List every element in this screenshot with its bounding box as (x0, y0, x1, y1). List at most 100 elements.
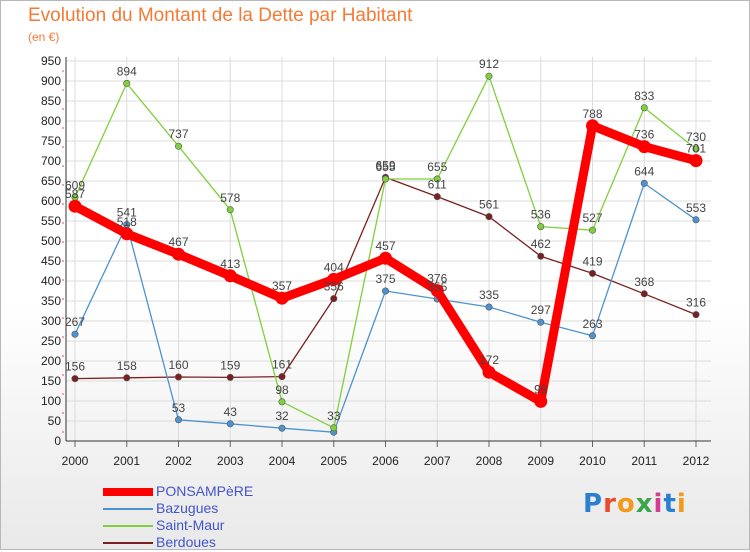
data-label: 518 (117, 215, 137, 229)
data-point (226, 420, 234, 428)
data-point (430, 284, 444, 298)
data-label: 376 (427, 272, 447, 286)
data-point (223, 269, 237, 283)
y-tick-label: 450 (41, 254, 61, 268)
data-label: 375 (375, 272, 395, 286)
legend-label: Berdoues (156, 534, 216, 550)
data-label: 736 (634, 128, 654, 142)
data-point (692, 145, 700, 153)
x-tick-label: 2009 (527, 454, 554, 468)
data-label: 912 (479, 57, 499, 71)
legend-swatch (103, 508, 153, 510)
data-label: 404 (324, 260, 344, 274)
data-point (692, 311, 700, 319)
legend-swatch (103, 542, 153, 544)
data-label: 701 (686, 142, 706, 156)
unit-label: (en €) (28, 30, 60, 44)
data-label: 172 (479, 353, 499, 367)
legend-label: PONSAMPèRE (156, 483, 254, 499)
data-label: 159 (220, 358, 240, 372)
x-tick-label: 2007 (424, 454, 451, 468)
data-point (537, 318, 545, 326)
data-point (485, 213, 493, 221)
data-label: 553 (686, 201, 706, 215)
data-label: 368 (634, 275, 654, 289)
data-point (68, 199, 82, 213)
y-tick-label: 800 (41, 114, 61, 128)
data-label: 53 (172, 401, 186, 415)
x-tick-label: 2008 (476, 454, 503, 468)
x-tick-label: 2012 (683, 454, 710, 468)
data-point (588, 332, 596, 340)
data-label: 33 (327, 409, 341, 423)
logo-letter: x (635, 489, 654, 519)
data-label: 462 (531, 237, 551, 251)
data-label: 413 (220, 257, 240, 271)
data-point (692, 216, 700, 224)
x-tick-label: 2001 (113, 454, 140, 468)
data-label: 659 (375, 158, 395, 172)
data-label: 737 (168, 127, 188, 141)
data-label: 655 (427, 160, 447, 174)
x-tick-label: 2003 (217, 454, 244, 468)
y-tick-label: 750 (41, 134, 61, 148)
data-point (275, 291, 289, 305)
data-label: 527 (582, 211, 602, 225)
data-point (226, 373, 234, 381)
data-label: 99 (534, 382, 548, 396)
y-tick-label: 50 (48, 414, 62, 428)
y-tick-label: 400 (41, 274, 61, 288)
data-label: 316 (686, 296, 706, 310)
data-point (534, 394, 548, 408)
data-label: 730 (686, 130, 706, 144)
data-label: 609 (65, 178, 85, 192)
data-label: 357 (272, 279, 292, 293)
data-point (537, 223, 545, 231)
y-tick-label: 650 (41, 174, 61, 188)
data-point (433, 175, 441, 183)
data-label: 457 (375, 239, 395, 253)
data-point (640, 179, 648, 187)
y-tick-label: 900 (41, 74, 61, 88)
data-label: 419 (582, 254, 602, 268)
x-tick-label: 2006 (372, 454, 399, 468)
data-point (588, 269, 596, 277)
data-point (278, 373, 286, 381)
y-tick-label: 550 (41, 214, 61, 228)
data-point (71, 375, 79, 383)
x-tick-label: 2011 (631, 454, 657, 468)
data-label: 297 (531, 303, 551, 317)
logo-letter: i (653, 489, 664, 519)
data-point (485, 303, 493, 311)
data-point (172, 247, 185, 261)
data-point (123, 79, 131, 87)
data-point (482, 365, 496, 379)
y-tick-label: 150 (41, 374, 61, 388)
legend-label: Saint-Maur (156, 517, 225, 533)
y-tick-label: 700 (41, 154, 61, 168)
logo-letter: o (616, 489, 636, 519)
data-point (588, 226, 596, 234)
y-tick-label: 0 (54, 434, 61, 448)
legend-label: Bazugues (156, 500, 219, 516)
data-point (71, 330, 79, 338)
data-point (330, 295, 338, 303)
data-point (689, 154, 703, 168)
data-point (640, 290, 648, 298)
data-label: 161 (272, 358, 292, 372)
data-point (278, 424, 286, 432)
data-label: 267 (65, 315, 85, 329)
data-label: 655 (375, 160, 395, 174)
data-point (381, 287, 389, 295)
data-label: 98 (275, 383, 289, 397)
data-label: 263 (582, 317, 602, 331)
logo-letter: r (603, 489, 617, 519)
data-label: 355 (427, 280, 447, 294)
data-point (586, 119, 599, 133)
data-point (637, 140, 651, 154)
data-point (123, 374, 131, 382)
data-label: 833 (634, 89, 654, 103)
data-point (485, 72, 493, 80)
